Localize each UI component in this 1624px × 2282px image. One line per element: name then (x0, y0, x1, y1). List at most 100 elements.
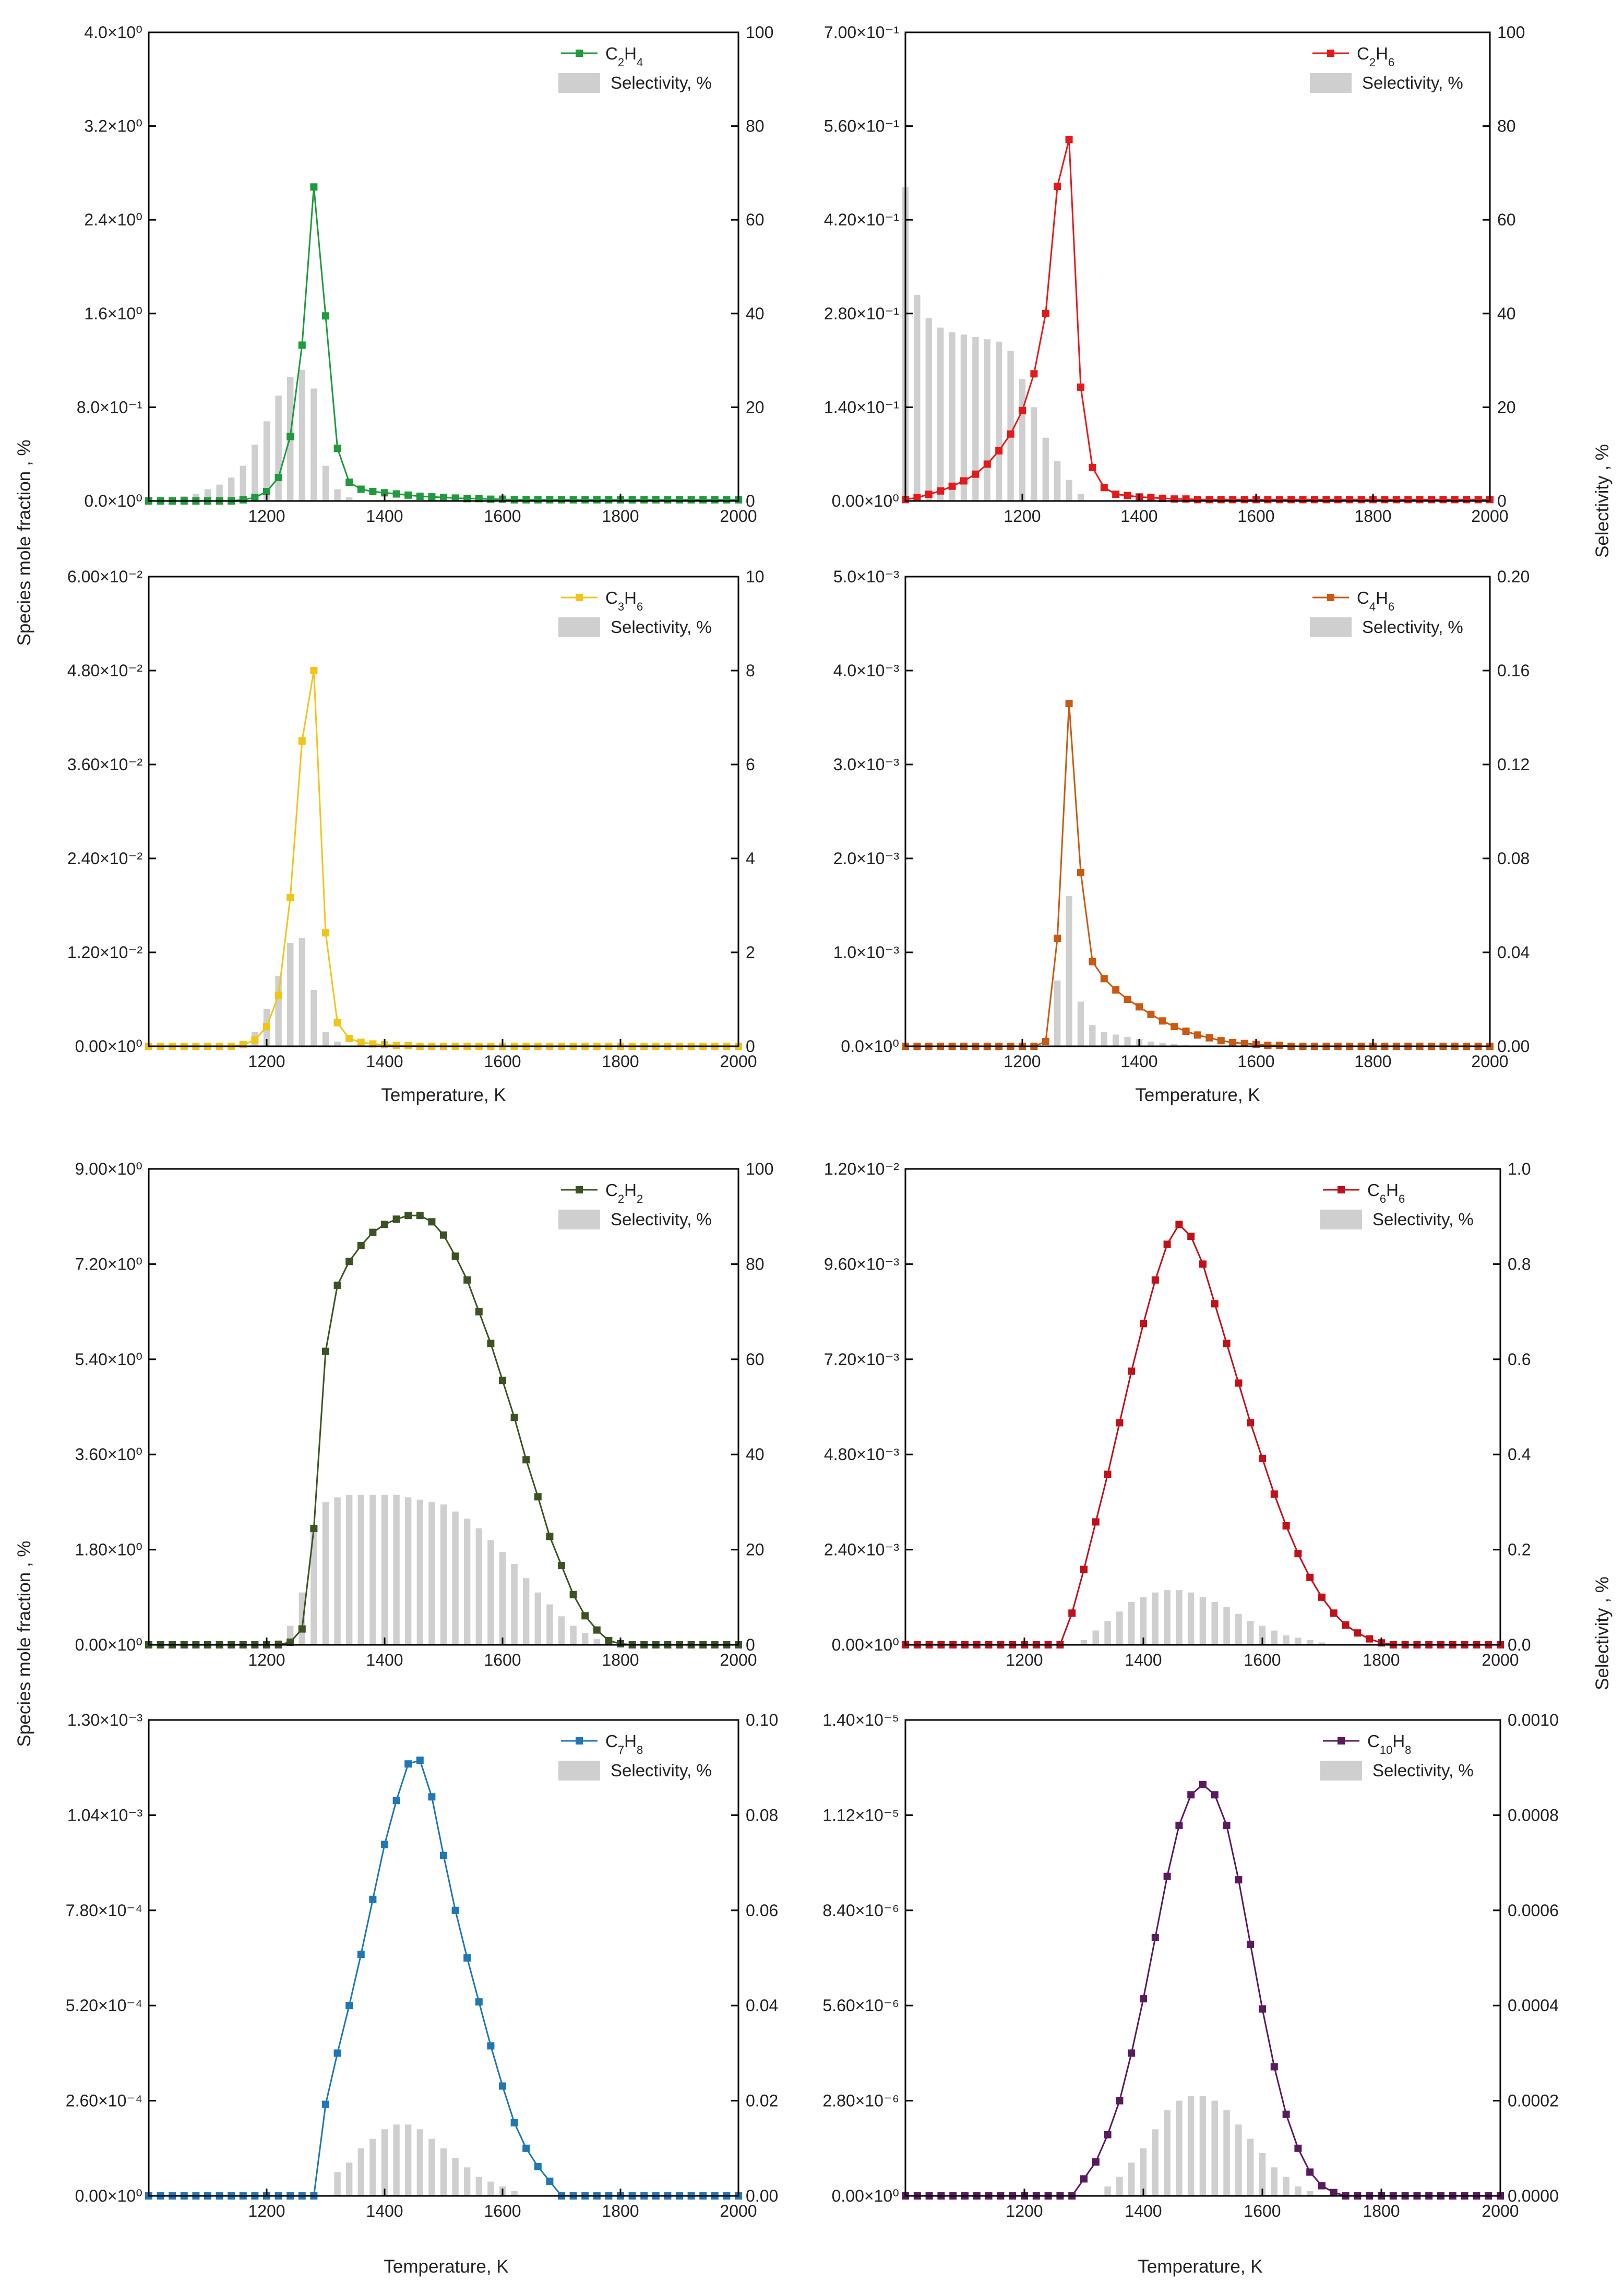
data-point (298, 341, 306, 349)
y2-tick-label: 0 (746, 1037, 755, 1056)
selectivity-bar (228, 477, 235, 501)
selectivity-bar (1128, 2162, 1135, 2196)
selectivity-bar (1176, 1590, 1183, 1645)
y-tick-label: 5.60×10⁻⁶ (822, 1996, 899, 2015)
selectivity-bar (1171, 1044, 1178, 1046)
data-point (298, 737, 306, 745)
y-tick-label: 1.40×10⁻⁵ (822, 1711, 899, 1729)
data-point (1223, 1340, 1231, 1347)
selectivity-bar (1223, 2110, 1230, 2196)
y-tick-label: 1.20×10⁻² (67, 943, 142, 962)
x-tick-label: 1800 (1354, 1052, 1391, 1071)
selectivity-bar (582, 1633, 589, 1645)
selectivity-bar (393, 1495, 400, 1645)
y2-tick-label: 0.2 (1508, 1540, 1531, 1559)
data-point (1439, 496, 1447, 504)
legend-selectivity-swatch (1320, 1210, 1362, 1229)
data-point (392, 1797, 400, 1805)
selectivity-bar (1152, 1592, 1159, 1645)
selectivity-bar (1295, 2186, 1301, 2196)
series-line-c6h6 (905, 1223, 1500, 1646)
data-point (1116, 1419, 1124, 1427)
data-point (345, 479, 353, 486)
data-point (1128, 2049, 1136, 2057)
y2-tick-label: 0.0 (1508, 1635, 1531, 1654)
data-point (1194, 1031, 1201, 1039)
y-tick-label: 2.60×10⁻⁴ (66, 2092, 142, 2110)
data-point (1451, 496, 1459, 504)
selectivity-bar (1164, 2110, 1171, 2196)
selectivity-bar (984, 339, 990, 501)
selectivity-bar (298, 1592, 305, 1645)
selectivity-bar (937, 327, 944, 501)
y-tick-label: 5.20×10⁻⁴ (66, 1996, 142, 2015)
selectivity-bar (1211, 2100, 1218, 2196)
data-point (1259, 2005, 1266, 2013)
data-point (1030, 370, 1038, 378)
data-point (274, 474, 282, 482)
selectivity-bar (558, 1616, 565, 1645)
y-tick-label: 1.12×10⁻⁵ (822, 1806, 899, 1824)
x-tick-label: 2000 (720, 1052, 757, 1071)
data-point (1294, 2144, 1302, 2152)
x-tick-label: 1600 (1244, 1651, 1281, 1669)
data-point (499, 1377, 506, 1384)
data-point (1211, 1300, 1219, 1308)
selectivity-bar (1019, 379, 1026, 501)
data-point (676, 496, 683, 504)
selectivity-bar (1271, 1630, 1277, 1645)
data-point (1089, 463, 1096, 471)
y2-tick-label: 100 (746, 1160, 773, 1178)
y2-tick-label: 0.4 (1508, 1445, 1531, 1464)
data-point (1282, 1522, 1290, 1530)
legend-marker-swatch (1327, 50, 1334, 57)
data-point (995, 447, 1003, 455)
x-tick-label: 1600 (484, 2202, 521, 2220)
data-point (416, 493, 424, 500)
x-axis-label-bottom-left: Temperature, K (384, 2256, 508, 2277)
y-tick-label: 4.20×10⁻¹ (824, 210, 899, 229)
data-point (510, 496, 518, 504)
y2-tick-label: 0.12 (1497, 755, 1530, 774)
data-point (322, 2100, 329, 2108)
data-point (1275, 1042, 1283, 1049)
y-tick-label: 7.00×10⁻¹ (824, 23, 899, 42)
data-point (1124, 996, 1131, 1003)
selectivity-bar (1187, 1592, 1195, 1645)
selectivity-bar (393, 2124, 400, 2196)
data-point (1092, 2158, 1100, 2166)
y-tick-label: 7.20×10⁰ (75, 1254, 142, 1273)
data-point (723, 496, 731, 504)
x-tick-label: 1600 (484, 1651, 521, 1669)
data-point (1065, 136, 1073, 144)
y2-tick-label: 8 (746, 661, 755, 680)
y-tick-label: 1.30×10⁻³ (67, 1711, 142, 1729)
plot-frame (904, 576, 1491, 1047)
y2-tick-label: 0 (746, 492, 755, 510)
data-point (522, 496, 530, 504)
data-point (605, 496, 613, 504)
data-point (593, 1626, 601, 1634)
x-tick-label: 1200 (1004, 507, 1041, 525)
data-point (1163, 1240, 1171, 1248)
data-point (1199, 1781, 1207, 1788)
data-point (1171, 1023, 1178, 1031)
selectivity-bar (464, 2167, 471, 2196)
y-tick-label: 2.4×10⁰ (84, 210, 142, 229)
data-point (581, 1612, 589, 1620)
data-point (1194, 496, 1201, 504)
selectivity-bar (428, 2138, 435, 2196)
data-point (1147, 1010, 1155, 1018)
selectivity-bar (322, 1502, 329, 1645)
legend-selectivity-label: Selectivity, % (611, 73, 712, 92)
data-point (1104, 2131, 1112, 2138)
selectivity-bar (275, 976, 282, 1046)
y-tick-label: 1.80×10⁰ (75, 1540, 142, 1559)
selectivity-bar (464, 1519, 471, 1645)
x-tick-label: 1800 (1363, 1651, 1400, 1669)
selectivity-bar (452, 1511, 459, 1645)
data-point (1175, 1821, 1183, 1829)
selectivity-bar (311, 1526, 317, 1645)
data-point (948, 482, 956, 490)
x-tick-label: 1600 (484, 1052, 521, 1071)
